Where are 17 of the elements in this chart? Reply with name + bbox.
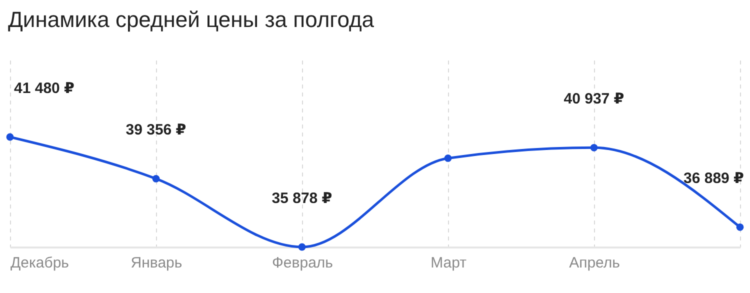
x-tick-label: Декабрь <box>10 254 70 272</box>
x-tick-label: Апрель <box>569 254 620 272</box>
point <box>6 133 14 141</box>
point <box>444 154 452 162</box>
point <box>152 175 160 182</box>
chart-title: Динамика средней цены за полгода <box>8 7 375 32</box>
data-label: 40 937 ₽ <box>564 90 624 108</box>
data-label: 41 480 ₽ <box>14 80 74 97</box>
point <box>298 243 306 251</box>
data-label: 36 889 ₽ <box>684 170 744 188</box>
x-tick-label: Февраль <box>272 254 334 272</box>
x-tick-label: Январь <box>130 254 182 272</box>
data-label: 39 356 ₽ <box>126 122 186 139</box>
x-tick-label: Март <box>430 254 467 272</box>
data-label: 35 878 ₽ <box>272 190 332 207</box>
point <box>736 223 744 231</box>
point <box>590 144 598 152</box>
